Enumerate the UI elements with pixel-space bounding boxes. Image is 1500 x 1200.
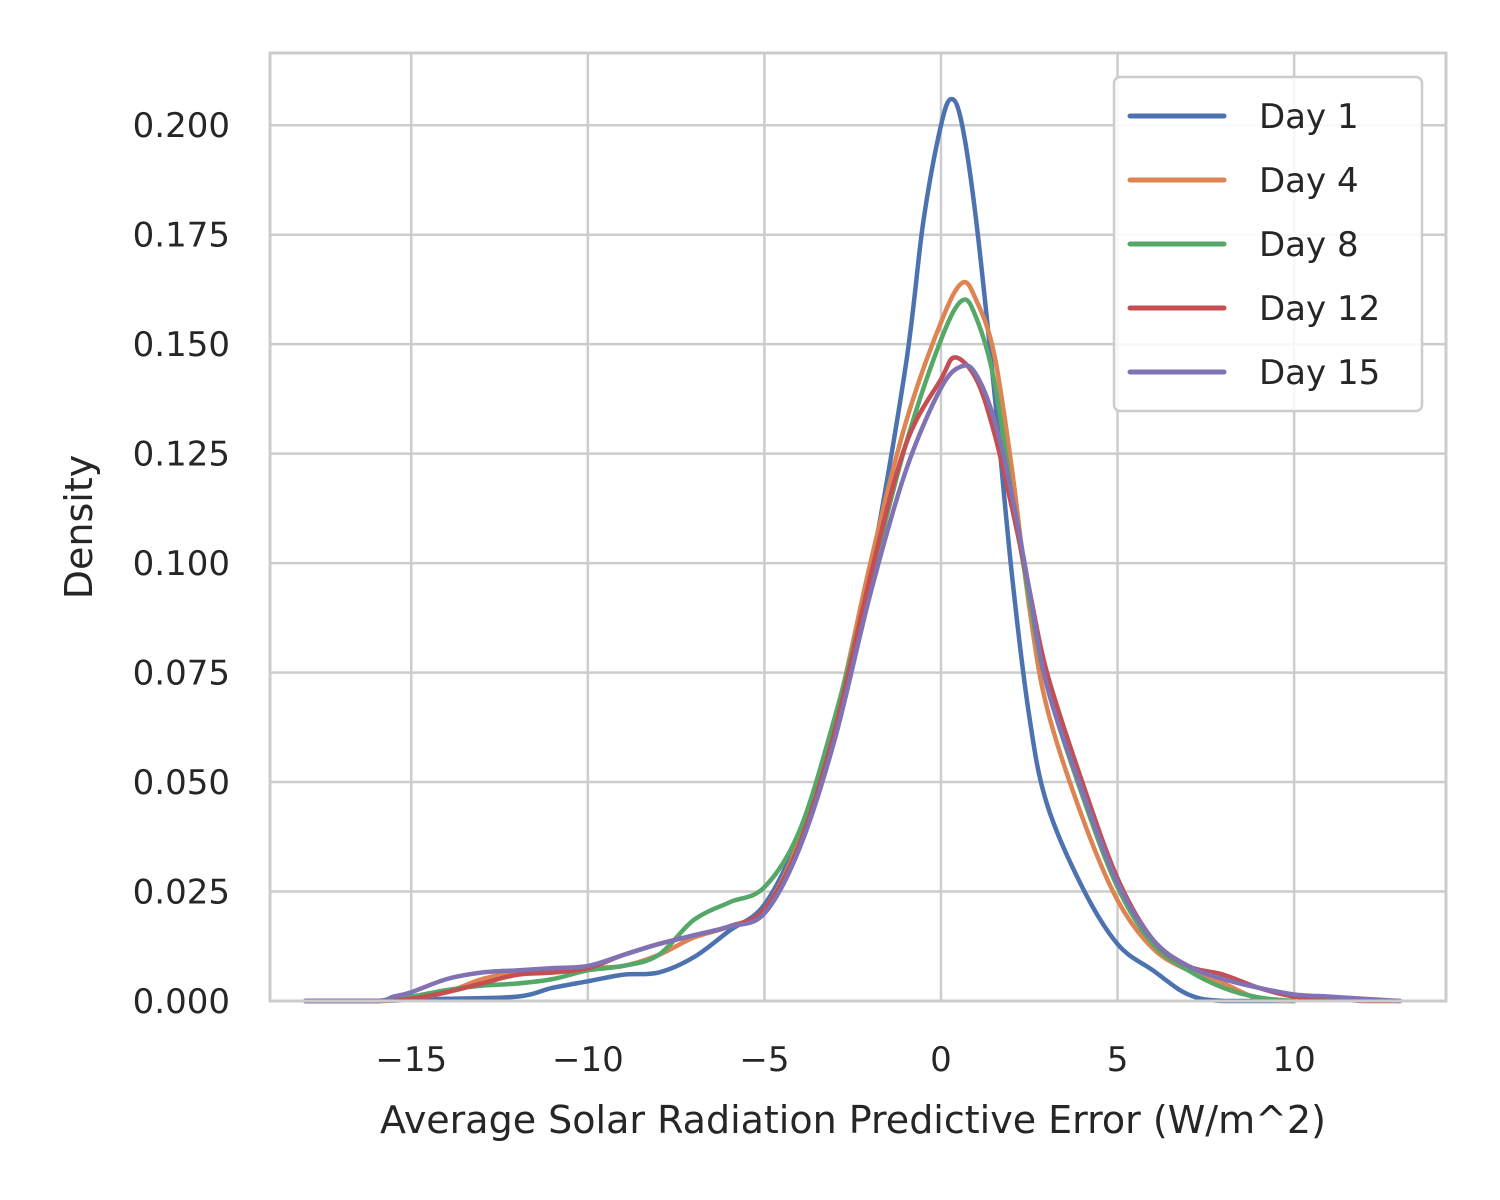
y-tick-label: 0.125 (133, 435, 230, 475)
series-line-day-15 (303, 363, 1403, 1004)
legend-label-day-12: Day 12 (1259, 289, 1380, 329)
legend: Day 1 Day 4 Day 8 Day 12 Day 15 (1112, 75, 1424, 413)
x-tick-label: 0 (930, 1040, 952, 1080)
x-tick-label: −15 (375, 1040, 447, 1080)
y-tick-label: 0.200 (133, 106, 230, 146)
legend-label-day-15: Day 15 (1259, 353, 1380, 393)
legend-label-day-4: Day 4 (1259, 161, 1359, 201)
y-tick-label: 0.025 (133, 873, 230, 913)
y-tick-label: 0.050 (133, 763, 230, 803)
x-tick-label: −10 (552, 1040, 624, 1080)
series-line-day-1 (303, 96, 1297, 1004)
x-tick-label: 5 (1107, 1040, 1129, 1080)
legend-label-day-1: Day 1 (1259, 97, 1359, 137)
y-tick-label: 0.100 (133, 544, 230, 584)
y-tick-label: 0.175 (133, 216, 230, 256)
y-tick-labels: 0.000 0.025 0.050 0.075 0.100 0.125 0.150 0.175… (133, 106, 230, 1022)
x-tick-label: −5 (739, 1040, 789, 1080)
y-tick-label: 0.000 (133, 982, 230, 1022)
x-axis-label: Average Solar Radiation Predictive Error… (380, 1098, 1326, 1142)
legend-label-day-8: Day 8 (1259, 225, 1359, 265)
x-tick-label: 10 (1273, 1040, 1316, 1080)
y-tick-label: 0.075 (133, 654, 230, 694)
y-tick-label: 0.150 (133, 325, 230, 365)
series-lines (303, 96, 1403, 1004)
x-tick-labels: −15 −10 −5 0 5 10 (375, 1040, 1315, 1080)
legend-box (1112, 75, 1424, 413)
plot-frame (268, 51, 1448, 1003)
y-axis-label: Density (57, 455, 101, 599)
